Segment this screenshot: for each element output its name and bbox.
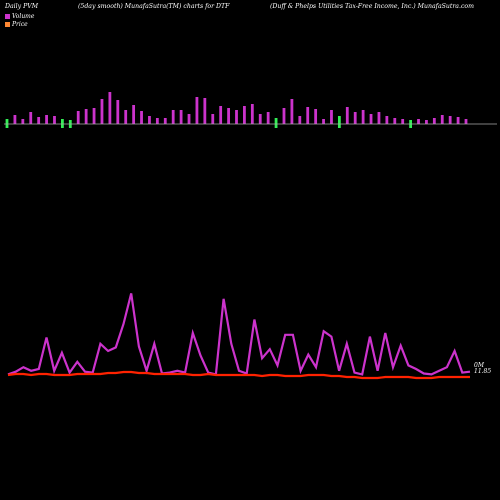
volume-bar (290, 99, 294, 124)
volume-bar (337, 116, 341, 124)
legend-price: Price (5, 21, 28, 28)
volume-bar-down-mark (337, 124, 341, 128)
volume-bar (353, 112, 357, 124)
volume-bar (5, 119, 9, 124)
volume-bar (258, 114, 262, 124)
volume-bar-down-mark (409, 124, 412, 128)
legend-volume-swatch (5, 14, 10, 19)
chart-title-left: Daily PVM (5, 3, 39, 10)
volume-bar (401, 119, 405, 124)
volume-bar (385, 116, 389, 124)
volume-bar (314, 109, 318, 124)
volume-bar (100, 99, 104, 124)
volume-bar (61, 119, 64, 124)
price-line (7, 370, 470, 380)
volume-bar (274, 118, 278, 124)
volume-bar (440, 115, 444, 124)
volume-bar (187, 114, 191, 124)
volume-line (7, 293, 471, 376)
price-axis-label: 11.85 (474, 368, 492, 375)
volume-bars (5, 92, 468, 128)
volume-bar (393, 118, 397, 124)
volume-axis-label: 0M (474, 362, 484, 369)
volume-bar (282, 108, 286, 124)
volume-bar (92, 108, 96, 124)
volume-bar (116, 100, 120, 124)
volume-bar (140, 111, 143, 124)
legend-volume: Volume (5, 13, 34, 20)
volume-bar (171, 110, 175, 124)
chart-title-center: (5day smooth) MunafaSutra(TM) charts for… (78, 3, 230, 10)
volume-bar (108, 92, 112, 124)
volume-bar (211, 114, 215, 124)
volume-bar (361, 110, 365, 124)
volume-bar (266, 112, 270, 124)
volume-bar (29, 112, 33, 124)
volume-bar-down-mark (61, 124, 64, 128)
volume-bar (179, 110, 183, 124)
volume-bar (369, 114, 373, 124)
volume-bar (148, 116, 151, 124)
volume-bar (432, 118, 436, 124)
volume-bar (53, 116, 56, 124)
volume-bar (417, 119, 420, 124)
volume-bar (322, 119, 325, 124)
volume-bar (124, 110, 128, 124)
volume-bar (76, 111, 80, 124)
volume-bar (227, 108, 230, 124)
volume-bar (409, 120, 412, 124)
volume-bar (203, 98, 207, 124)
volume-bar (13, 115, 17, 124)
volume-bar-down-mark (274, 124, 278, 128)
volume-bar-down-mark (5, 124, 9, 128)
volume-bar (298, 116, 302, 124)
volume-bar (345, 107, 349, 124)
chart-title-right: (Duff & Phelps Utilities Tax-Free Income… (270, 3, 475, 10)
volume-bar (250, 104, 254, 124)
volume-bar (132, 105, 136, 124)
volume-bar (21, 119, 25, 124)
volume-bar (464, 119, 468, 124)
volume-bar (195, 97, 199, 124)
legend-price-label: Price (12, 21, 28, 28)
volume-bar (163, 118, 167, 124)
volume-bar (235, 110, 238, 124)
volume-bar (219, 106, 223, 124)
volume-bar (448, 116, 452, 124)
volume-bar (37, 117, 41, 124)
volume-bar (377, 112, 381, 124)
volume-bar (425, 120, 428, 124)
volume-bar (243, 106, 246, 124)
volume-bar (45, 115, 48, 124)
legend-volume-label: Volume (12, 13, 35, 20)
volume-bar (330, 110, 333, 124)
volume-bar (84, 109, 88, 124)
volume-bar (306, 107, 310, 124)
volume-bar (155, 118, 159, 124)
volume-bar (456, 117, 460, 124)
volume-bar (68, 120, 72, 124)
volume-bar-down-mark (68, 124, 72, 128)
legend-price-swatch (5, 22, 10, 27)
